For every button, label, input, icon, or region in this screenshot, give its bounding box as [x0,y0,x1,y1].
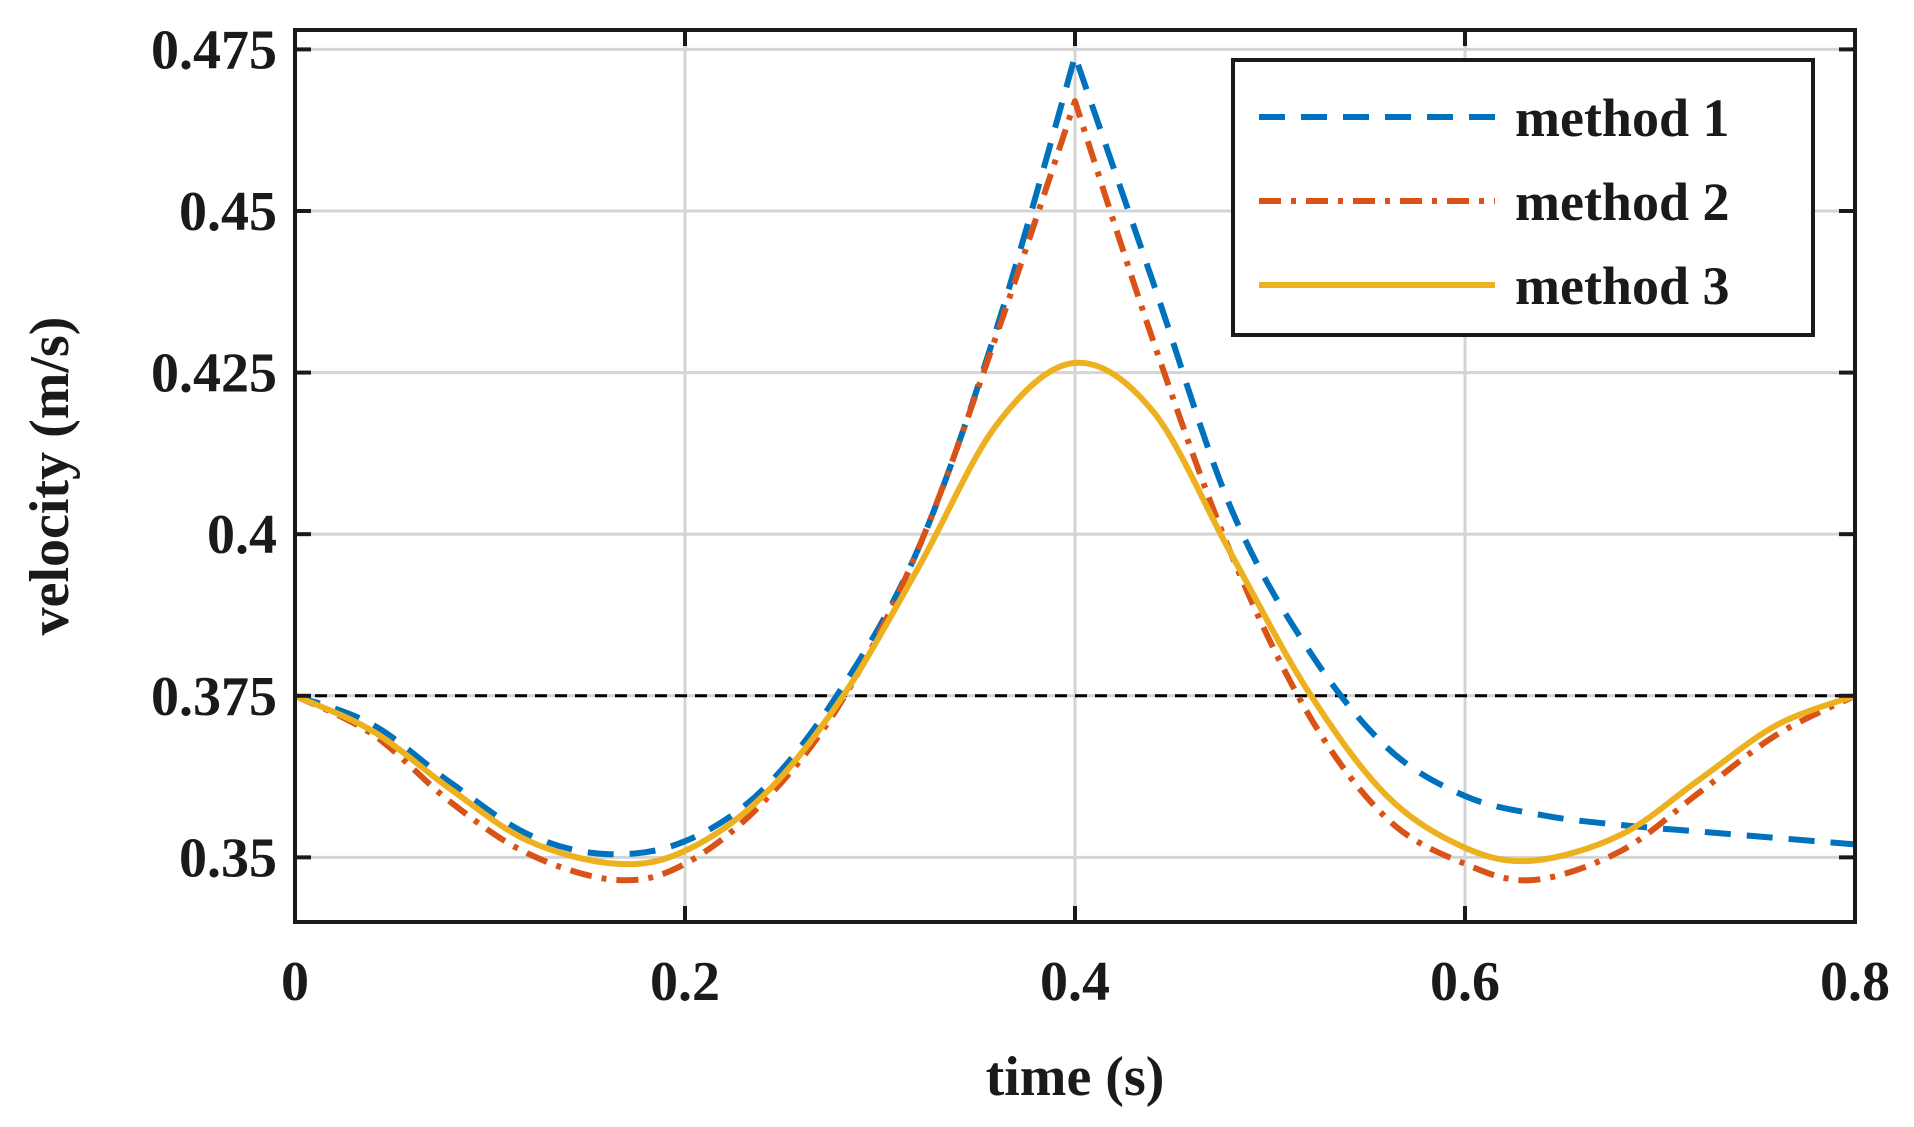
y-tick-label-5: 0.475 [151,19,277,81]
series-1 [295,52,1855,858]
legend: method 1 method 2 method 3 [1231,58,1815,337]
y-tick-label-4: 0.45 [179,181,277,243]
legend-label-2: method 2 [1515,172,1730,232]
x-tick-label-4: 0.8 [1820,951,1890,1013]
series-2 [295,98,1855,884]
series-line-1 [295,52,1855,858]
axes [293,28,1857,924]
legend-label-1: method 1 [1515,88,1730,148]
series-line-3 [295,359,1855,868]
legend-label-3: method 3 [1515,256,1730,316]
x-tick-label-1: 0.2 [650,951,720,1013]
series-layer [295,52,1855,884]
y-tick-label-1: 0.375 [151,666,277,728]
x-tick-label-2: 0.4 [1040,951,1110,1013]
series-3 [295,359,1855,868]
y-tick-label-0: 0.35 [179,827,277,889]
x-tick-label-3: 0.6 [1430,951,1500,1013]
y-axis-label: velocity (m/s) [19,317,81,636]
x-axis-label: time (s) [986,1046,1165,1108]
x-tick-label-0: 0 [281,951,309,1013]
legend-box [1231,58,1815,337]
tick-labels: 0 0.2 0.4 0.6 0.8 0.35 0.375 0.4 0.425 0.45 0.475 [151,19,1890,1013]
series-line-2 [295,98,1855,884]
y-tick-label-2: 0.4 [207,504,277,566]
y-tick-label-3: 0.425 [151,343,277,405]
